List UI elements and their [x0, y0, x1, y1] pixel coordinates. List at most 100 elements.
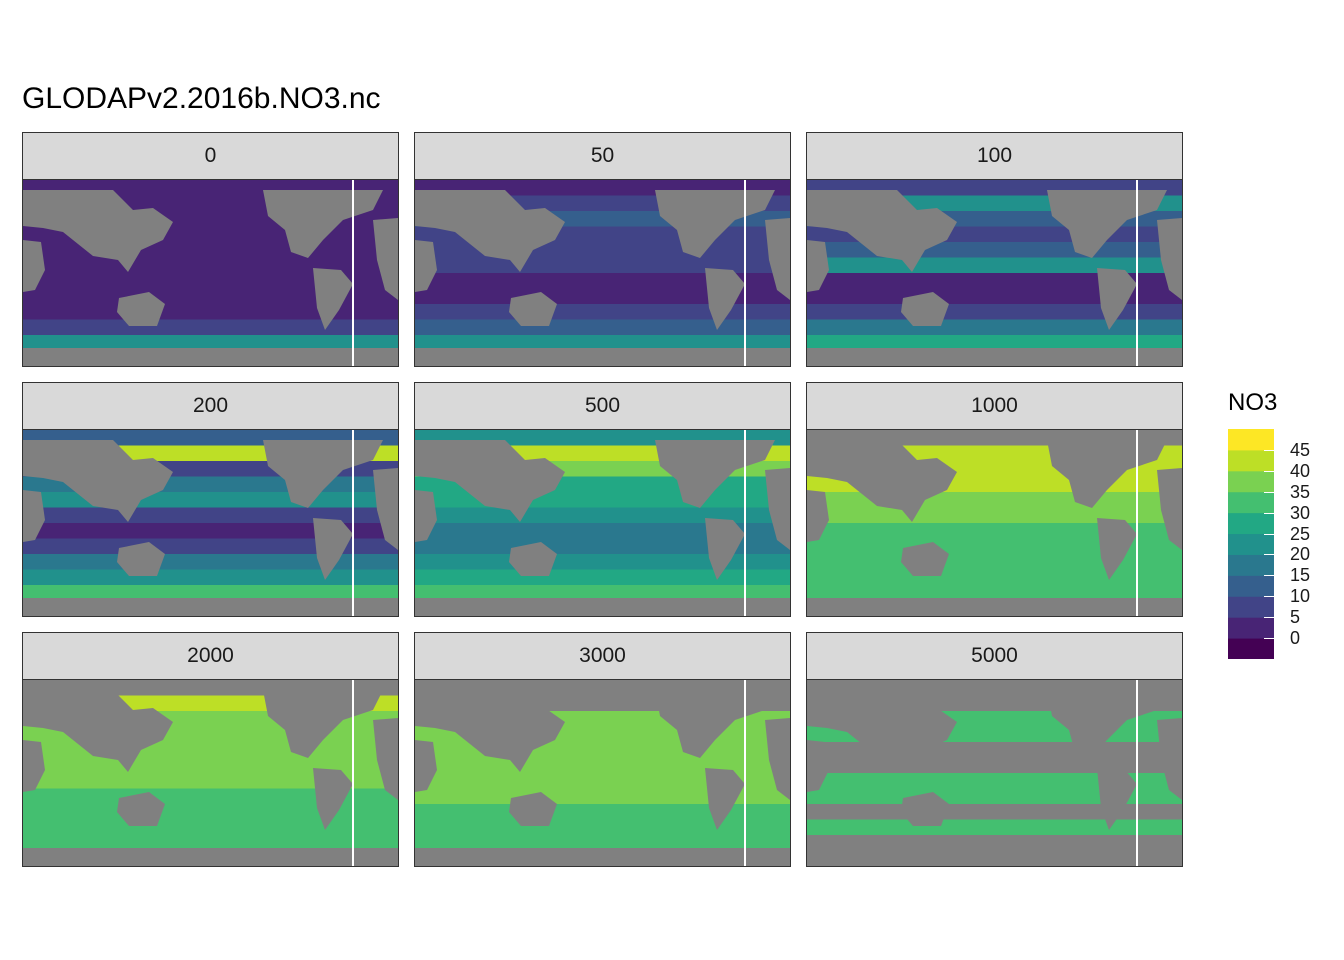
facet-map — [806, 679, 1183, 867]
land-mass — [23, 848, 398, 866]
land-mass — [509, 292, 557, 326]
facet-map — [806, 429, 1183, 617]
no3-band — [23, 788, 398, 805]
facet-map — [22, 179, 399, 367]
no3-band — [807, 273, 1182, 290]
no3-band — [807, 523, 1182, 540]
legend-color-step — [1228, 449, 1274, 472]
land-mass — [351, 190, 375, 206]
no3-band — [807, 554, 1182, 571]
no3-band — [415, 335, 790, 352]
no3-band — [807, 304, 1182, 321]
land-mass — [313, 768, 353, 830]
facet-panel-0: 0 — [22, 132, 399, 367]
no3-band — [807, 507, 1182, 524]
no3-band — [23, 523, 398, 540]
no3-band — [807, 835, 1182, 852]
facet-panel-500: 500 — [414, 382, 791, 617]
land-mass — [807, 440, 957, 522]
no3-band — [23, 835, 398, 852]
no3-band — [23, 554, 398, 571]
no3-band — [415, 288, 790, 305]
legend-color-step — [1228, 491, 1274, 514]
no3-band — [23, 319, 398, 336]
no3-band — [807, 538, 1182, 555]
land-mass — [807, 598, 1182, 616]
land-mass — [743, 190, 767, 206]
legend-color-step — [1228, 470, 1274, 493]
legend-tick-mark — [1264, 533, 1274, 535]
facet-panel-5000: 5000 — [806, 632, 1183, 867]
land-mass — [1135, 690, 1159, 706]
facet-strip-label: 100 — [806, 132, 1183, 180]
land-mass — [117, 792, 165, 826]
no3-band — [415, 507, 790, 524]
legend-title: NO3 — [1228, 389, 1278, 416]
no3-band — [23, 585, 398, 602]
land-mass — [807, 348, 1182, 366]
legend-tick-mark — [1264, 512, 1274, 514]
land-mass — [807, 740, 829, 792]
land-mass — [509, 542, 557, 576]
legend-tick-label: 0 — [1290, 628, 1301, 649]
facet-panel-3000: 3000 — [414, 632, 791, 867]
no3-band — [807, 288, 1182, 305]
legend-tick-label: 25 — [1290, 523, 1311, 544]
legend-color-step — [1228, 617, 1274, 639]
legend-color-step — [1228, 596, 1274, 618]
land-mass — [1097, 518, 1137, 580]
no3-band — [415, 804, 790, 821]
no3-band — [807, 335, 1182, 352]
land-mass — [415, 740, 437, 792]
land-mass — [313, 268, 353, 330]
no3-band — [415, 304, 790, 321]
no3-band — [23, 304, 398, 321]
no3-band — [23, 819, 398, 836]
land-mass — [1135, 440, 1159, 456]
land-mass — [415, 848, 790, 866]
facet-map — [414, 179, 791, 367]
land-mass — [901, 792, 949, 826]
no3-band — [415, 757, 790, 774]
land-mass — [807, 190, 957, 272]
land-mass — [415, 690, 565, 772]
land-mass — [351, 440, 375, 456]
facet-panel-50: 50 — [414, 132, 791, 367]
land-mass — [415, 348, 790, 366]
land-mass — [1097, 768, 1137, 830]
land-mass — [415, 240, 437, 292]
legend-tick-mark — [1264, 491, 1274, 493]
facet-strip-label: 3000 — [414, 632, 791, 680]
legend-tick-mark — [1264, 554, 1274, 556]
no3-band — [23, 507, 398, 524]
land-mass — [23, 240, 45, 292]
facet-panel-1000: 1000 — [806, 382, 1183, 617]
legend-tick-mark — [1264, 638, 1274, 640]
no3-band — [23, 804, 398, 821]
land-mass — [705, 518, 745, 580]
legend-tick-label: 15 — [1290, 565, 1311, 586]
legend-tick-label: 40 — [1290, 460, 1311, 481]
no3-band — [807, 757, 1182, 774]
legend-tick-label: 10 — [1290, 586, 1311, 607]
land-mass — [23, 690, 173, 772]
facet-strip-label: 5000 — [806, 632, 1183, 680]
legend-tick-mark — [1264, 596, 1274, 598]
legend-tick-label: 30 — [1290, 502, 1311, 523]
land-mass — [351, 690, 375, 706]
no3-band — [415, 773, 790, 790]
no3-band — [415, 788, 790, 805]
land-mass — [1135, 190, 1159, 206]
land-mass — [23, 190, 173, 272]
no3-band — [23, 273, 398, 290]
no3-band — [807, 257, 1182, 274]
no3-band — [23, 257, 398, 274]
land-mass — [807, 240, 829, 292]
land-mass — [743, 690, 767, 706]
facet-panel-2000: 2000 — [22, 632, 399, 867]
land-mass — [415, 598, 790, 616]
no3-band — [807, 319, 1182, 336]
facet-panel-100: 100 — [806, 132, 1183, 367]
land-mass — [373, 718, 398, 800]
no3-band — [415, 257, 790, 274]
